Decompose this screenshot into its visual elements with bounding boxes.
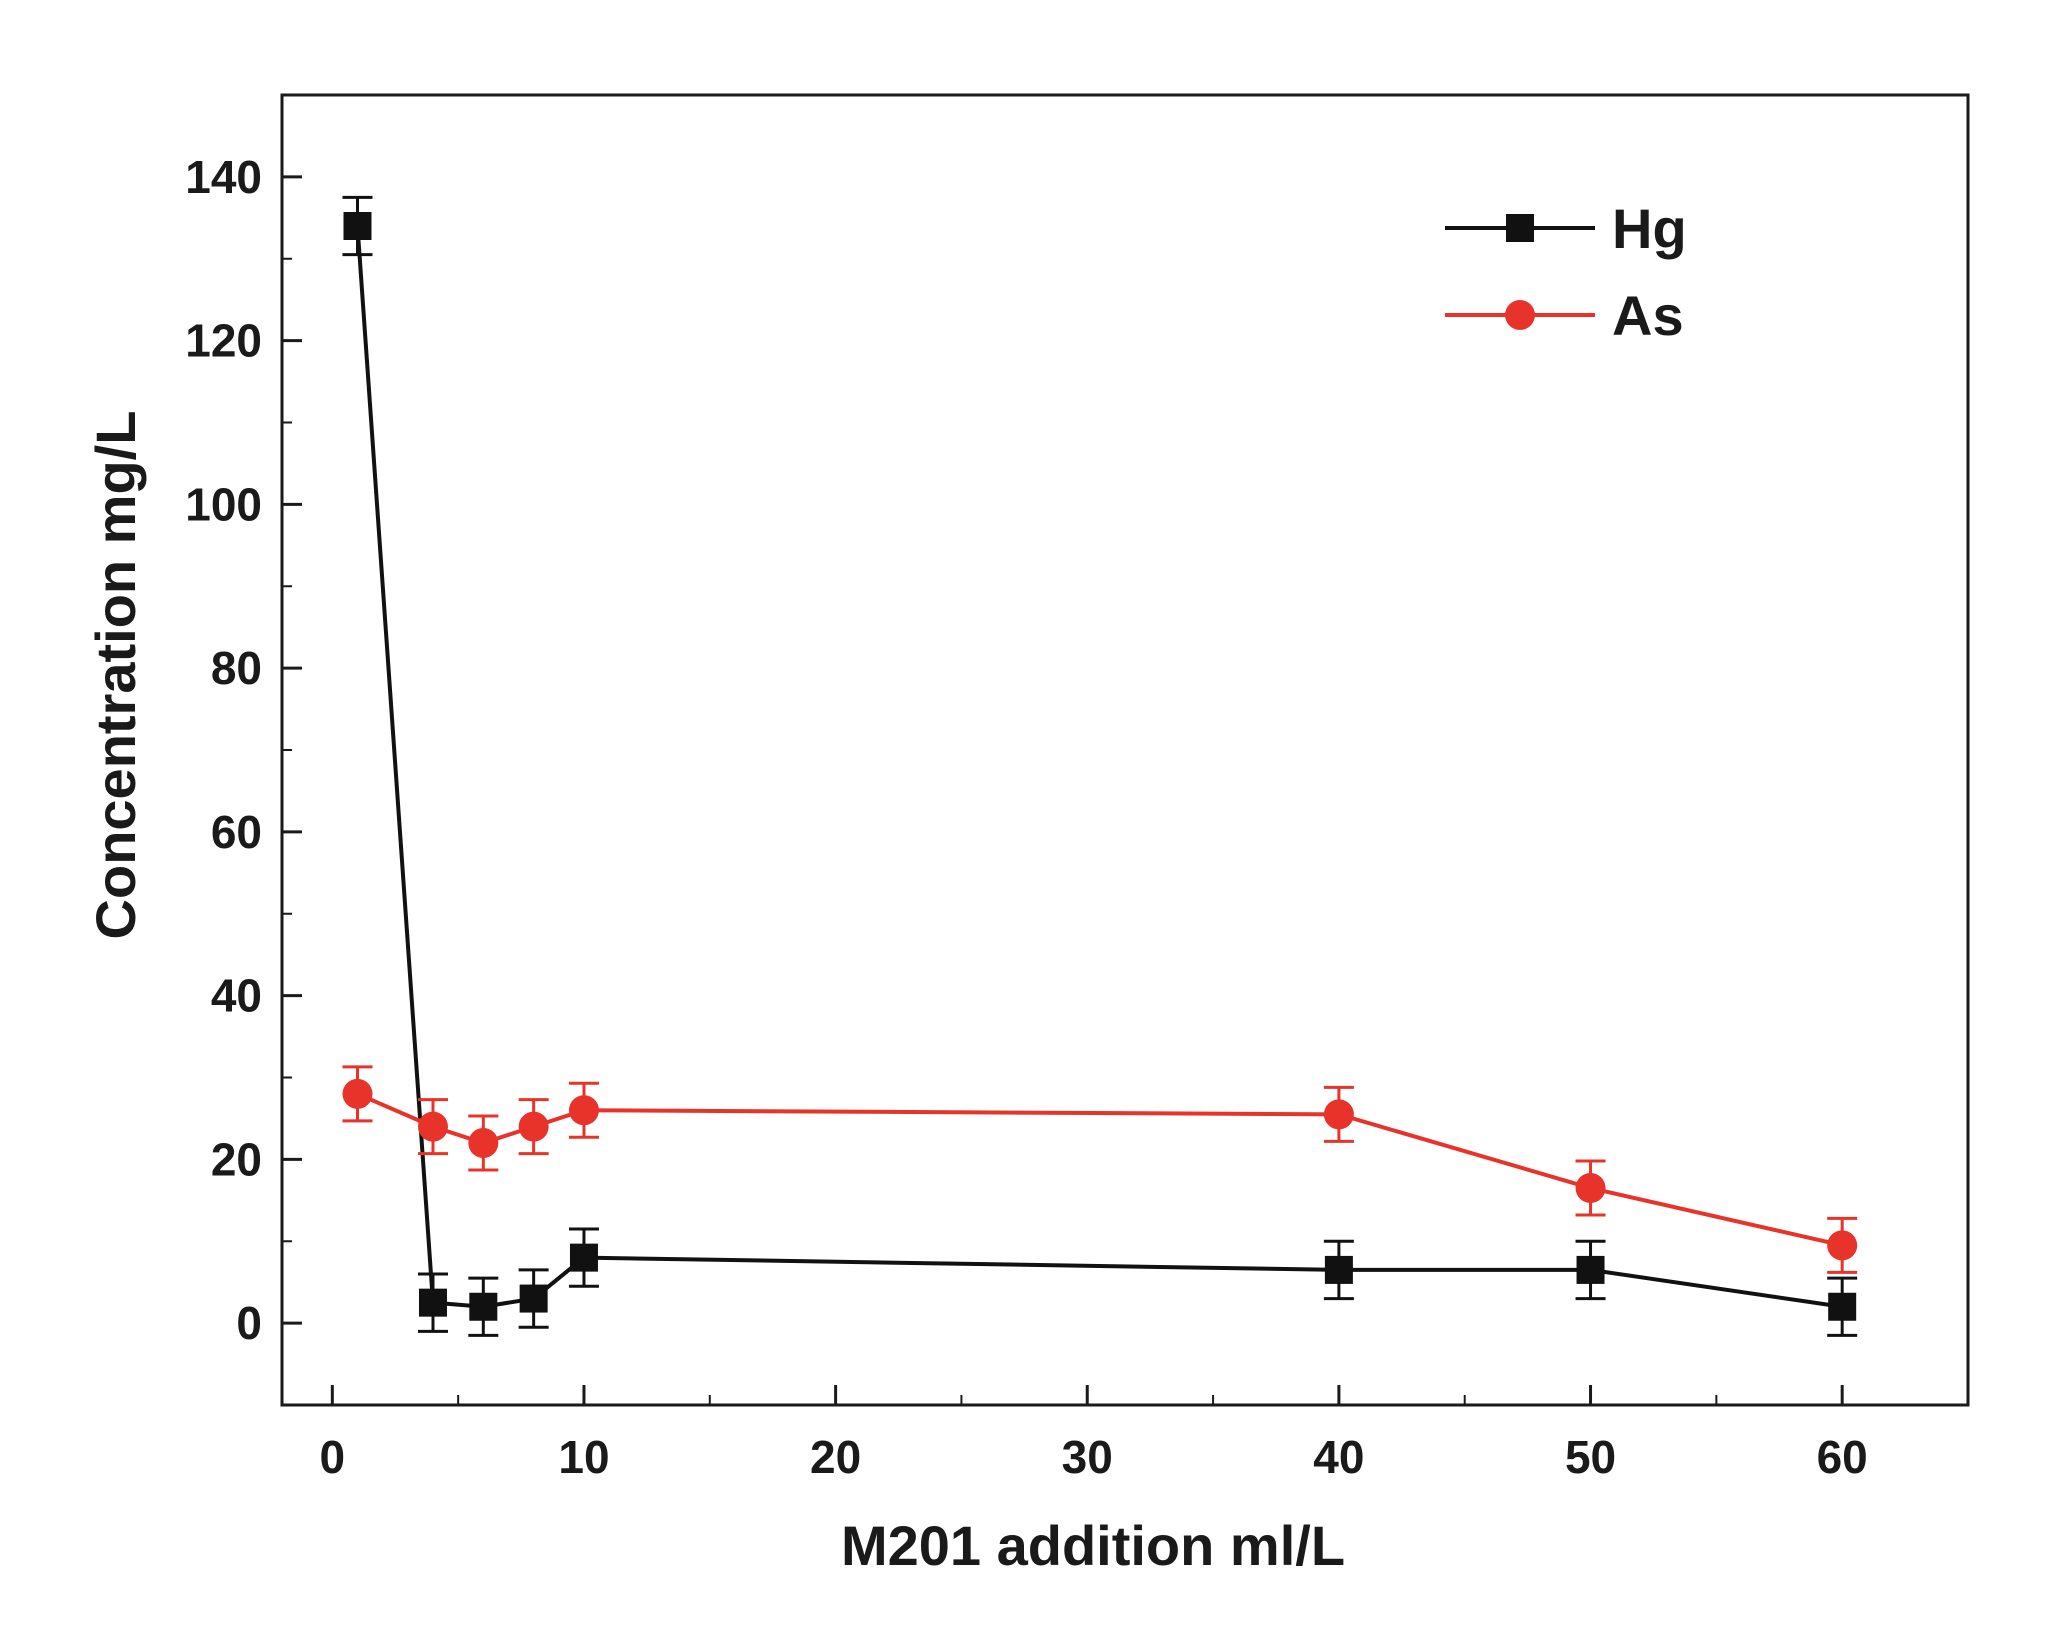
x-tick-label: 30: [1062, 1431, 1113, 1483]
y-tick-label: 140: [185, 151, 262, 203]
data-point-hg: [569, 1243, 598, 1272]
data-point-as: [468, 1128, 499, 1158]
y-tick-label: 40: [211, 970, 262, 1022]
data-point-hg: [343, 212, 372, 240]
x-tick-label: 20: [810, 1431, 861, 1483]
y-tick-label: 120: [185, 315, 262, 367]
x-tick-label: 40: [1313, 1431, 1364, 1483]
y-tick-label: 80: [211, 642, 262, 694]
x-tick-label: 0: [320, 1431, 346, 1483]
y-tick-label: 0: [236, 1297, 262, 1349]
series-line-hg: [355, 225, 1843, 1309]
data-point-as: [1323, 1099, 1354, 1130]
x-tick-label: 50: [1565, 1431, 1616, 1483]
series-as: [342, 1065, 1858, 1274]
data-point-as: [568, 1095, 599, 1126]
y-tick-label: 60: [211, 806, 262, 858]
series-hg: [342, 195, 1858, 1337]
data-point-hg: [1576, 1255, 1605, 1284]
data-point-hg: [519, 1284, 548, 1313]
x-tick-label: 10: [558, 1431, 609, 1483]
axes: 0 20 40 60 80 100 120 140 0 10 20 30 40 50 60: [185, 93, 1970, 1483]
x-axis-title: M201 addition ml/L: [841, 1514, 1345, 1577]
data-point-hg: [1828, 1292, 1857, 1321]
y-tick-label: 20: [211, 1133, 262, 1185]
legend-label-as: As: [1612, 284, 1684, 347]
data-point-hg: [469, 1292, 498, 1321]
legend-marker-as: [1505, 300, 1535, 330]
y-axis-title: Concentration mg/L: [84, 411, 147, 940]
plot-series: [342, 195, 1858, 1337]
legend-label-hg: Hg: [1612, 197, 1687, 260]
legend: Hg As: [1445, 197, 1687, 347]
plot-frame: [280, 93, 1970, 1407]
data-point-as: [342, 1078, 373, 1109]
data-point-as: [1575, 1173, 1606, 1204]
data-point-hg: [418, 1288, 447, 1317]
legend-marker-hg: [1506, 214, 1534, 242]
data-point-as: [417, 1111, 448, 1142]
data-point-hg: [1324, 1255, 1353, 1284]
x-tick-label: 60: [1817, 1431, 1868, 1483]
data-point-as: [518, 1111, 549, 1142]
y-tick-label: 100: [185, 478, 262, 530]
data-point-as: [1827, 1230, 1858, 1261]
